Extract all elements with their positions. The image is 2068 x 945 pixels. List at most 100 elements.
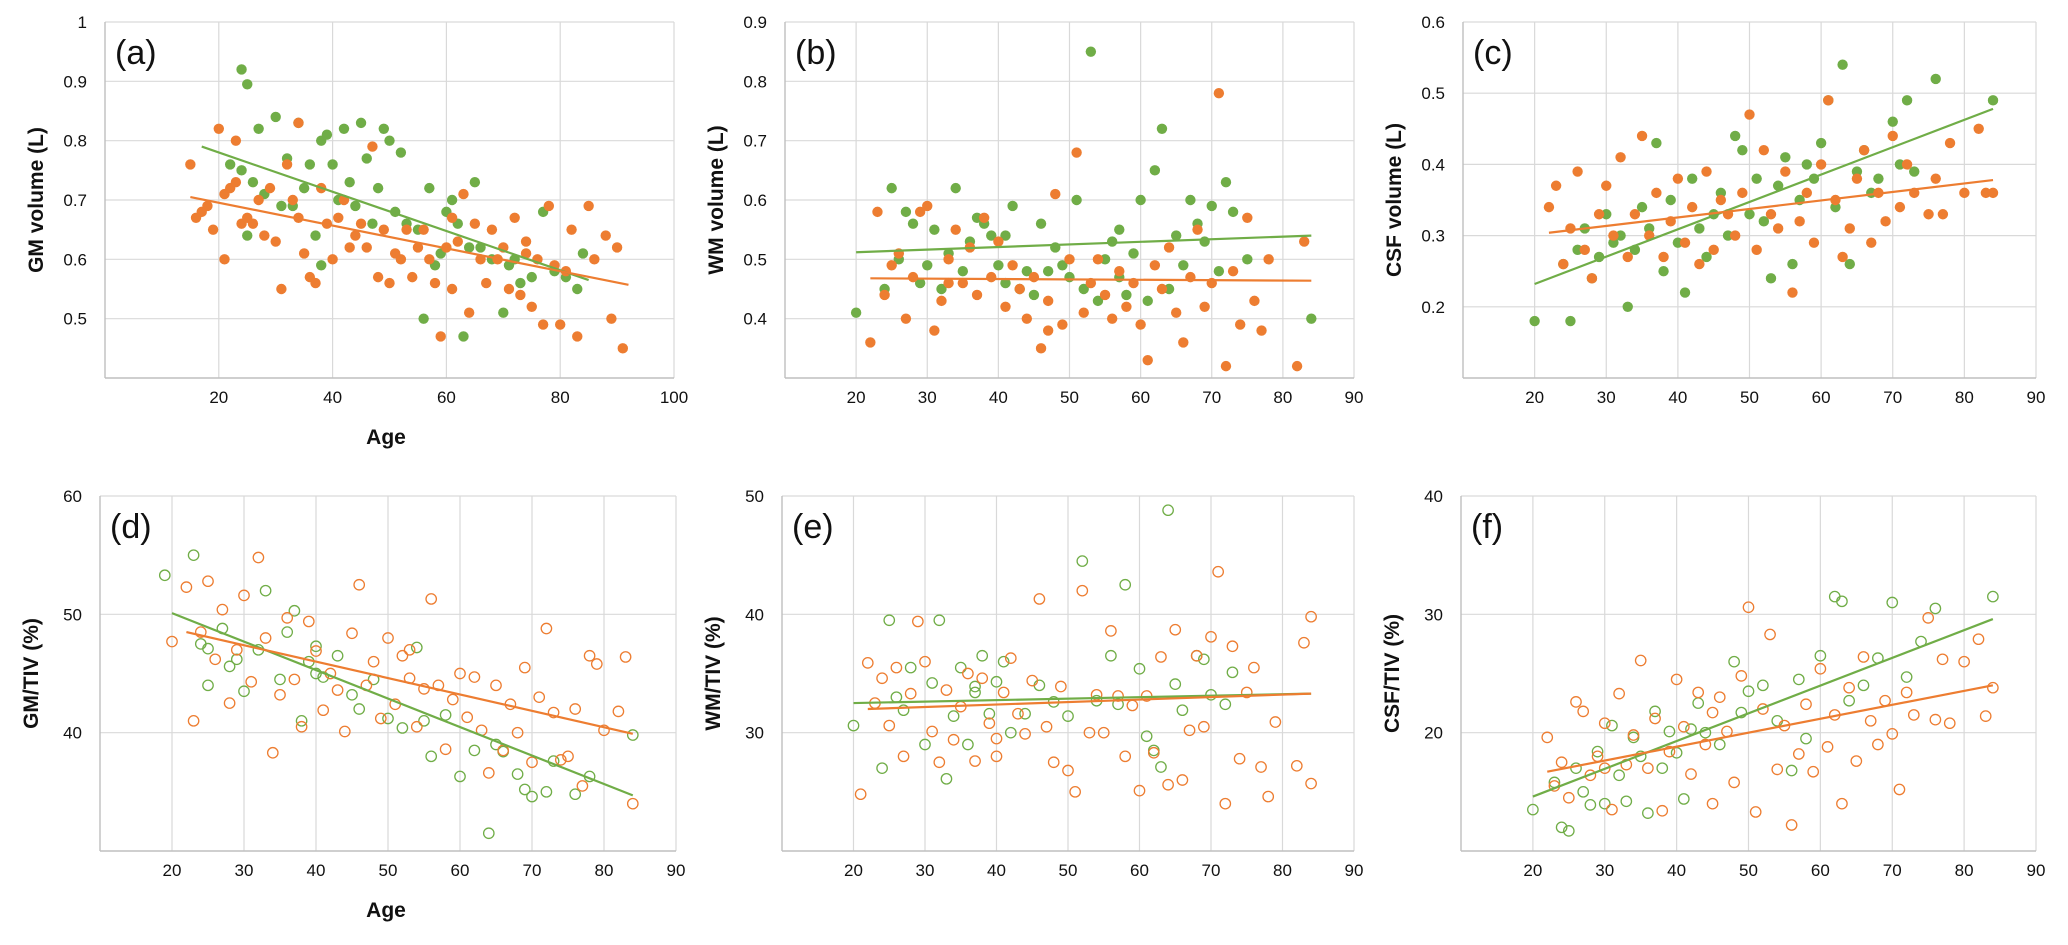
data-point-female: [1071, 194, 1082, 206]
data-point-female: [1121, 289, 1132, 301]
x-tick-label: 30: [916, 861, 935, 880]
x-tick-label: 80: [1273, 861, 1292, 880]
data-point-male: [1821, 741, 1834, 753]
data-point-male: [1900, 686, 1913, 699]
data-point-female: [331, 649, 344, 662]
data-point-male: [425, 593, 438, 605]
data-point-male: [331, 684, 344, 696]
data-point-male: [1050, 188, 1061, 200]
data-point-male: [384, 277, 395, 289]
data-point-male: [446, 693, 459, 706]
data-point-male: [1901, 159, 1913, 170]
data-point-male: [1163, 242, 1175, 253]
data-point-female: [346, 688, 358, 701]
data-point-male: [1836, 797, 1848, 810]
data-point-male: [446, 212, 458, 223]
data-point-male: [202, 575, 214, 588]
y-axis-title: GM volume (L): [25, 127, 48, 273]
y-tick-label: 0.7: [743, 132, 767, 151]
series-male: [854, 565, 1317, 810]
data-point-male: [1028, 271, 1040, 283]
data-point-male: [429, 277, 441, 289]
data-point-female: [288, 604, 301, 617]
data-point-male: [1263, 254, 1274, 265]
x-tick-label: 80: [595, 861, 614, 880]
data-point-female: [1771, 714, 1784, 727]
data-point-male: [1713, 691, 1726, 704]
data-point-male: [861, 656, 874, 669]
data-point-female: [936, 283, 947, 295]
x-tick-label: 70: [1883, 861, 1902, 880]
data-point-male: [1706, 706, 1719, 719]
data-point-male: [993, 236, 1004, 247]
data-point-male: [1114, 266, 1125, 277]
data-point-female: [469, 177, 481, 188]
data-point-female: [424, 182, 435, 194]
data-point-male: [1959, 187, 1970, 199]
data-point-female: [1800, 732, 1812, 745]
data-point-female: [361, 153, 372, 164]
data-point-female: [1584, 798, 1597, 811]
data-point-male: [533, 691, 546, 704]
data-point-male: [926, 725, 939, 738]
data-point-male: [1000, 301, 1011, 312]
data-point-male: [1672, 173, 1684, 184]
data-point-female: [907, 218, 919, 229]
data-point-female: [1651, 137, 1662, 149]
data-point-male: [1305, 610, 1317, 623]
data-point-male: [355, 218, 367, 229]
data-point-female: [344, 177, 355, 188]
data-point-female: [463, 242, 475, 253]
data-point-male: [1850, 755, 1863, 767]
data-point-male: [1800, 698, 1812, 711]
data-point-male: [1249, 295, 1260, 307]
y-tick-label: 0.7: [63, 191, 87, 210]
y-tick-label: 40: [63, 724, 82, 743]
data-point-male: [990, 732, 1003, 745]
data-point-male: [223, 697, 236, 709]
data-point-female: [1886, 596, 1899, 609]
data-point-female: [1306, 313, 1317, 324]
data-point-female: [886, 182, 897, 194]
data-point-female: [1527, 803, 1539, 816]
data-point-male: [1858, 144, 1870, 156]
data-point-male: [1893, 783, 1906, 796]
data-point-male: [1092, 254, 1104, 265]
data-point-male: [1601, 180, 1612, 191]
data-point-female: [1572, 244, 1583, 256]
data-point-male: [1055, 680, 1067, 693]
data-point-male: [598, 724, 610, 737]
data-point-female: [1636, 201, 1648, 213]
data-point-female: [1728, 655, 1740, 668]
data-point-female: [1042, 266, 1054, 277]
y-tick-label: 0.6: [1421, 13, 1445, 32]
data-point-female: [1606, 719, 1618, 732]
data-point-male: [554, 754, 567, 766]
data-point-female: [1035, 218, 1047, 229]
data-point-female: [1112, 698, 1124, 711]
data-point-female: [1178, 260, 1189, 271]
data-point-male: [1613, 687, 1625, 700]
data-point-male: [1290, 759, 1303, 772]
data-point-male: [600, 230, 611, 241]
data-point-male: [446, 283, 458, 295]
data-point-female: [1133, 662, 1146, 675]
data-point-male: [374, 712, 387, 725]
data-point-female: [1085, 46, 1097, 57]
data-point-male: [1837, 251, 1848, 263]
data-point-male: [583, 649, 596, 662]
data-point-male: [1205, 630, 1217, 643]
data-point-male: [1062, 764, 1074, 777]
data-point-male: [481, 277, 492, 289]
y-tick-label: 0.8: [63, 132, 87, 151]
data-point-male: [1973, 123, 1984, 134]
data-point-female: [327, 159, 338, 170]
data-point-male: [382, 632, 394, 644]
data-point-male: [562, 750, 574, 763]
data-point-female: [933, 614, 946, 627]
y-tick-label: 60: [63, 487, 82, 506]
data-point-male: [1565, 223, 1576, 234]
data-point-female: [1894, 159, 1906, 170]
data-point-female: [223, 660, 236, 673]
data-point-male: [911, 615, 924, 628]
